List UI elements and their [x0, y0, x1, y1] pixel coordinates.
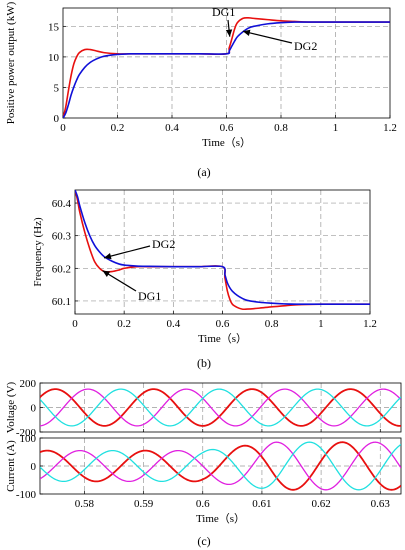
- chart-b-xtick-label: 0.8: [265, 318, 279, 330]
- chart-a-xlabel: Time（s）: [202, 136, 251, 149]
- chart-c1-ylabel: Voltage (V): [5, 381, 17, 433]
- chart-b-series-dg2: [75, 190, 370, 306]
- chart-c2-xlabel: Time（s）: [196, 512, 245, 525]
- chart-c2-ytick-label: 0: [31, 461, 37, 473]
- chart-a-xtick-label: 1: [333, 122, 339, 134]
- chart-a-arrow-dg1-head: [225, 29, 233, 37]
- chart-b-arrow-dg2: [103, 245, 151, 259]
- chart-c2-ytick-label: 100: [20, 433, 37, 445]
- chart-a-caption: (a): [197, 165, 210, 179]
- chart-b-xtick-label: 0.4: [166, 318, 180, 330]
- chart-a-arrow-dg2: [242, 30, 293, 44]
- chart-c2-series-phase-c: [40, 441, 401, 491]
- chart-c1-series-phase-a: [40, 388, 401, 427]
- chart-c2-xtick-label: 0.62: [311, 498, 330, 510]
- chart-c2-ytick-label: -100: [16, 489, 37, 501]
- chart-c1-ytick-label: 200: [20, 378, 37, 390]
- chart-b-xlabel: Time（s）: [198, 332, 247, 345]
- chart-b-ylabel: Frequency (Hz): [32, 217, 44, 287]
- chart-a-ytick-label: 15: [48, 21, 60, 33]
- chart-c2-series-phase-b: [40, 441, 401, 491]
- chart-c1-series-phase-b: [40, 388, 401, 427]
- chart-a-annotation-dg1: DG1: [212, 5, 235, 19]
- chart-c1-ytick-label: -200: [16, 427, 37, 439]
- chart-c2-xtick-label: 0.6: [196, 498, 210, 510]
- chart-a-xtick-label: 0.8: [274, 122, 288, 134]
- chart-a-series-dg2: [63, 21, 390, 118]
- chart-a-ytick-label: 5: [54, 82, 60, 94]
- chart-b-panel: 0 0.2 0.4 0.6 0.8 1 1.2 60.1 60.2 60.3 60.4 Frequen…: [32, 189, 377, 345]
- chart-a-ytick-label: 10: [48, 52, 60, 64]
- chart-b-caption: (b): [197, 356, 211, 370]
- chart-c2-xtick-label: 0.61: [252, 498, 271, 510]
- chart-a-xtick-label: 0: [60, 122, 66, 134]
- chart-b-ytick-label: 60.4: [52, 198, 72, 210]
- chart-c1-series-phase-c: [40, 388, 401, 427]
- chart-c2-series-phase-a: [40, 441, 401, 491]
- chart-c2-xtick-label: 0.58: [75, 498, 95, 510]
- chart-a-xtick-label: 0.4: [165, 122, 179, 134]
- chart-a-xtick-label: 0.6: [220, 122, 234, 134]
- chart-c1-ytick-label: 0: [31, 403, 37, 415]
- chart-c2-ylabel: Current (A): [5, 440, 17, 492]
- chart-b-xtick-label: 0.2: [117, 318, 131, 330]
- chart-b-annotation-dg1: DG1: [138, 289, 161, 303]
- chart-b-xtick-label: 1.2: [363, 318, 377, 330]
- chart-b-annotation-dg2: DG2: [152, 237, 175, 251]
- chart-a-xtick-label: 0.2: [111, 122, 125, 134]
- chart-b-ytick-label: 60.1: [52, 296, 71, 308]
- chart-b-ytick-label: 60.3: [52, 231, 72, 243]
- chart-a-xtick-label: 1.2: [383, 122, 397, 134]
- chart-a-ylabel: Positive power output (kW): [5, 1, 17, 124]
- chart-b-arrow-dg2-head: [104, 253, 112, 260]
- chart-a-arrow-dg2-head: [242, 29, 251, 36]
- chart-c2-xtick-label: 0.59: [134, 498, 154, 510]
- chart-b-arrow-dg1-head: [102, 270, 111, 277]
- chart-a-ytick-label: 0: [54, 113, 60, 125]
- chart-c2-xtick-label: 0.63: [371, 498, 391, 510]
- chart-b-xtick-label: 1: [318, 318, 324, 330]
- chart-b-xtick-label: 0.6: [216, 318, 230, 330]
- chart-a-annotation-dg2: DG2: [294, 39, 317, 53]
- chart-a-panel: 0 0.2 0.4 0.6 0.8 1 1.2 0 5 10 15 Positive power ou…: [5, 1, 397, 149]
- chart-c-caption: (c): [197, 534, 210, 548]
- chart-b-ytick-label: 60.2: [52, 263, 71, 275]
- chart-b-xtick-label: 0: [72, 318, 78, 330]
